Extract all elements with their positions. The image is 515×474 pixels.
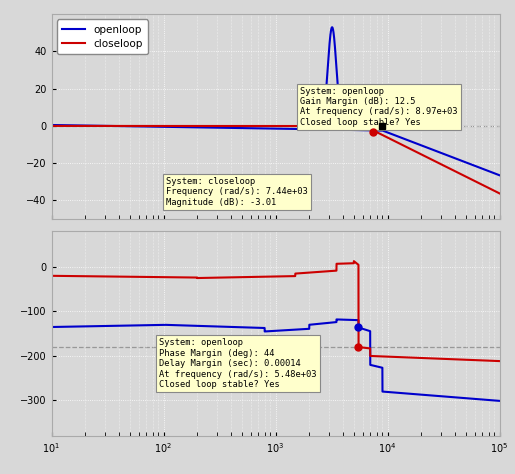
openloop [48, 122, 55, 128]
Line: openloop: openloop [52, 27, 500, 175]
closeloop [496, 191, 503, 196]
openloop [405, 137, 411, 143]
openloop [496, 173, 503, 178]
Text: System: openloop
Phase Margin (deg): 44
Delay Margin (sec): 0.00014
At frequency: System: openloop Phase Margin (deg): 44 … [159, 338, 317, 389]
openloop [381, 128, 387, 134]
openloop [329, 25, 335, 30]
closeloop [404, 145, 410, 150]
Text: System: closeloop
Frequency (rad/s): 7.44e+03
Magnitude (dB): -3.01: System: closeloop Frequency (rad/s): 7.4… [166, 177, 307, 207]
openloop [314, 127, 320, 132]
closeloop [314, 123, 320, 129]
Text: System: openloop
Gain Margin (dB): 12.5
At frequency (rad/s): 8.97e+03
Closed lo: System: openloop Gain Margin (dB): 12.5 … [300, 87, 458, 127]
openloop [211, 125, 217, 130]
openloop [71, 122, 77, 128]
closeloop [48, 123, 55, 129]
Legend: openloop, closeloop: openloop, closeloop [57, 19, 148, 54]
closeloop [333, 123, 339, 129]
closeloop [211, 123, 217, 129]
closeloop [381, 133, 387, 138]
openloop [333, 62, 339, 67]
Line: closeloop: closeloop [52, 126, 500, 193]
closeloop [71, 123, 77, 129]
